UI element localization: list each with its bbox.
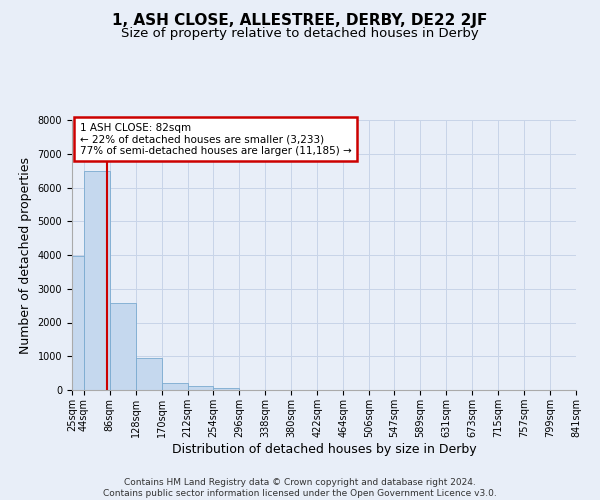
Text: Size of property relative to detached houses in Derby: Size of property relative to detached ho… xyxy=(121,28,479,40)
Text: Distribution of detached houses by size in Derby: Distribution of detached houses by size … xyxy=(172,442,476,456)
Bar xyxy=(161,384,187,390)
Bar xyxy=(110,303,136,390)
Bar xyxy=(187,386,214,390)
Text: 1 ASH CLOSE: 82sqm
← 22% of detached houses are smaller (3,233)
77% of semi-deta: 1 ASH CLOSE: 82sqm ← 22% of detached hou… xyxy=(80,122,352,156)
Text: Contains HM Land Registry data © Crown copyright and database right 2024.
Contai: Contains HM Land Registry data © Crown c… xyxy=(103,478,497,498)
Bar xyxy=(72,256,84,390)
Y-axis label: Number of detached properties: Number of detached properties xyxy=(19,156,32,354)
Bar xyxy=(214,388,239,390)
Text: 1, ASH CLOSE, ALLESTREE, DERBY, DE22 2JF: 1, ASH CLOSE, ALLESTREE, DERBY, DE22 2JF xyxy=(112,12,488,28)
Bar xyxy=(84,172,110,390)
Bar xyxy=(136,358,161,390)
